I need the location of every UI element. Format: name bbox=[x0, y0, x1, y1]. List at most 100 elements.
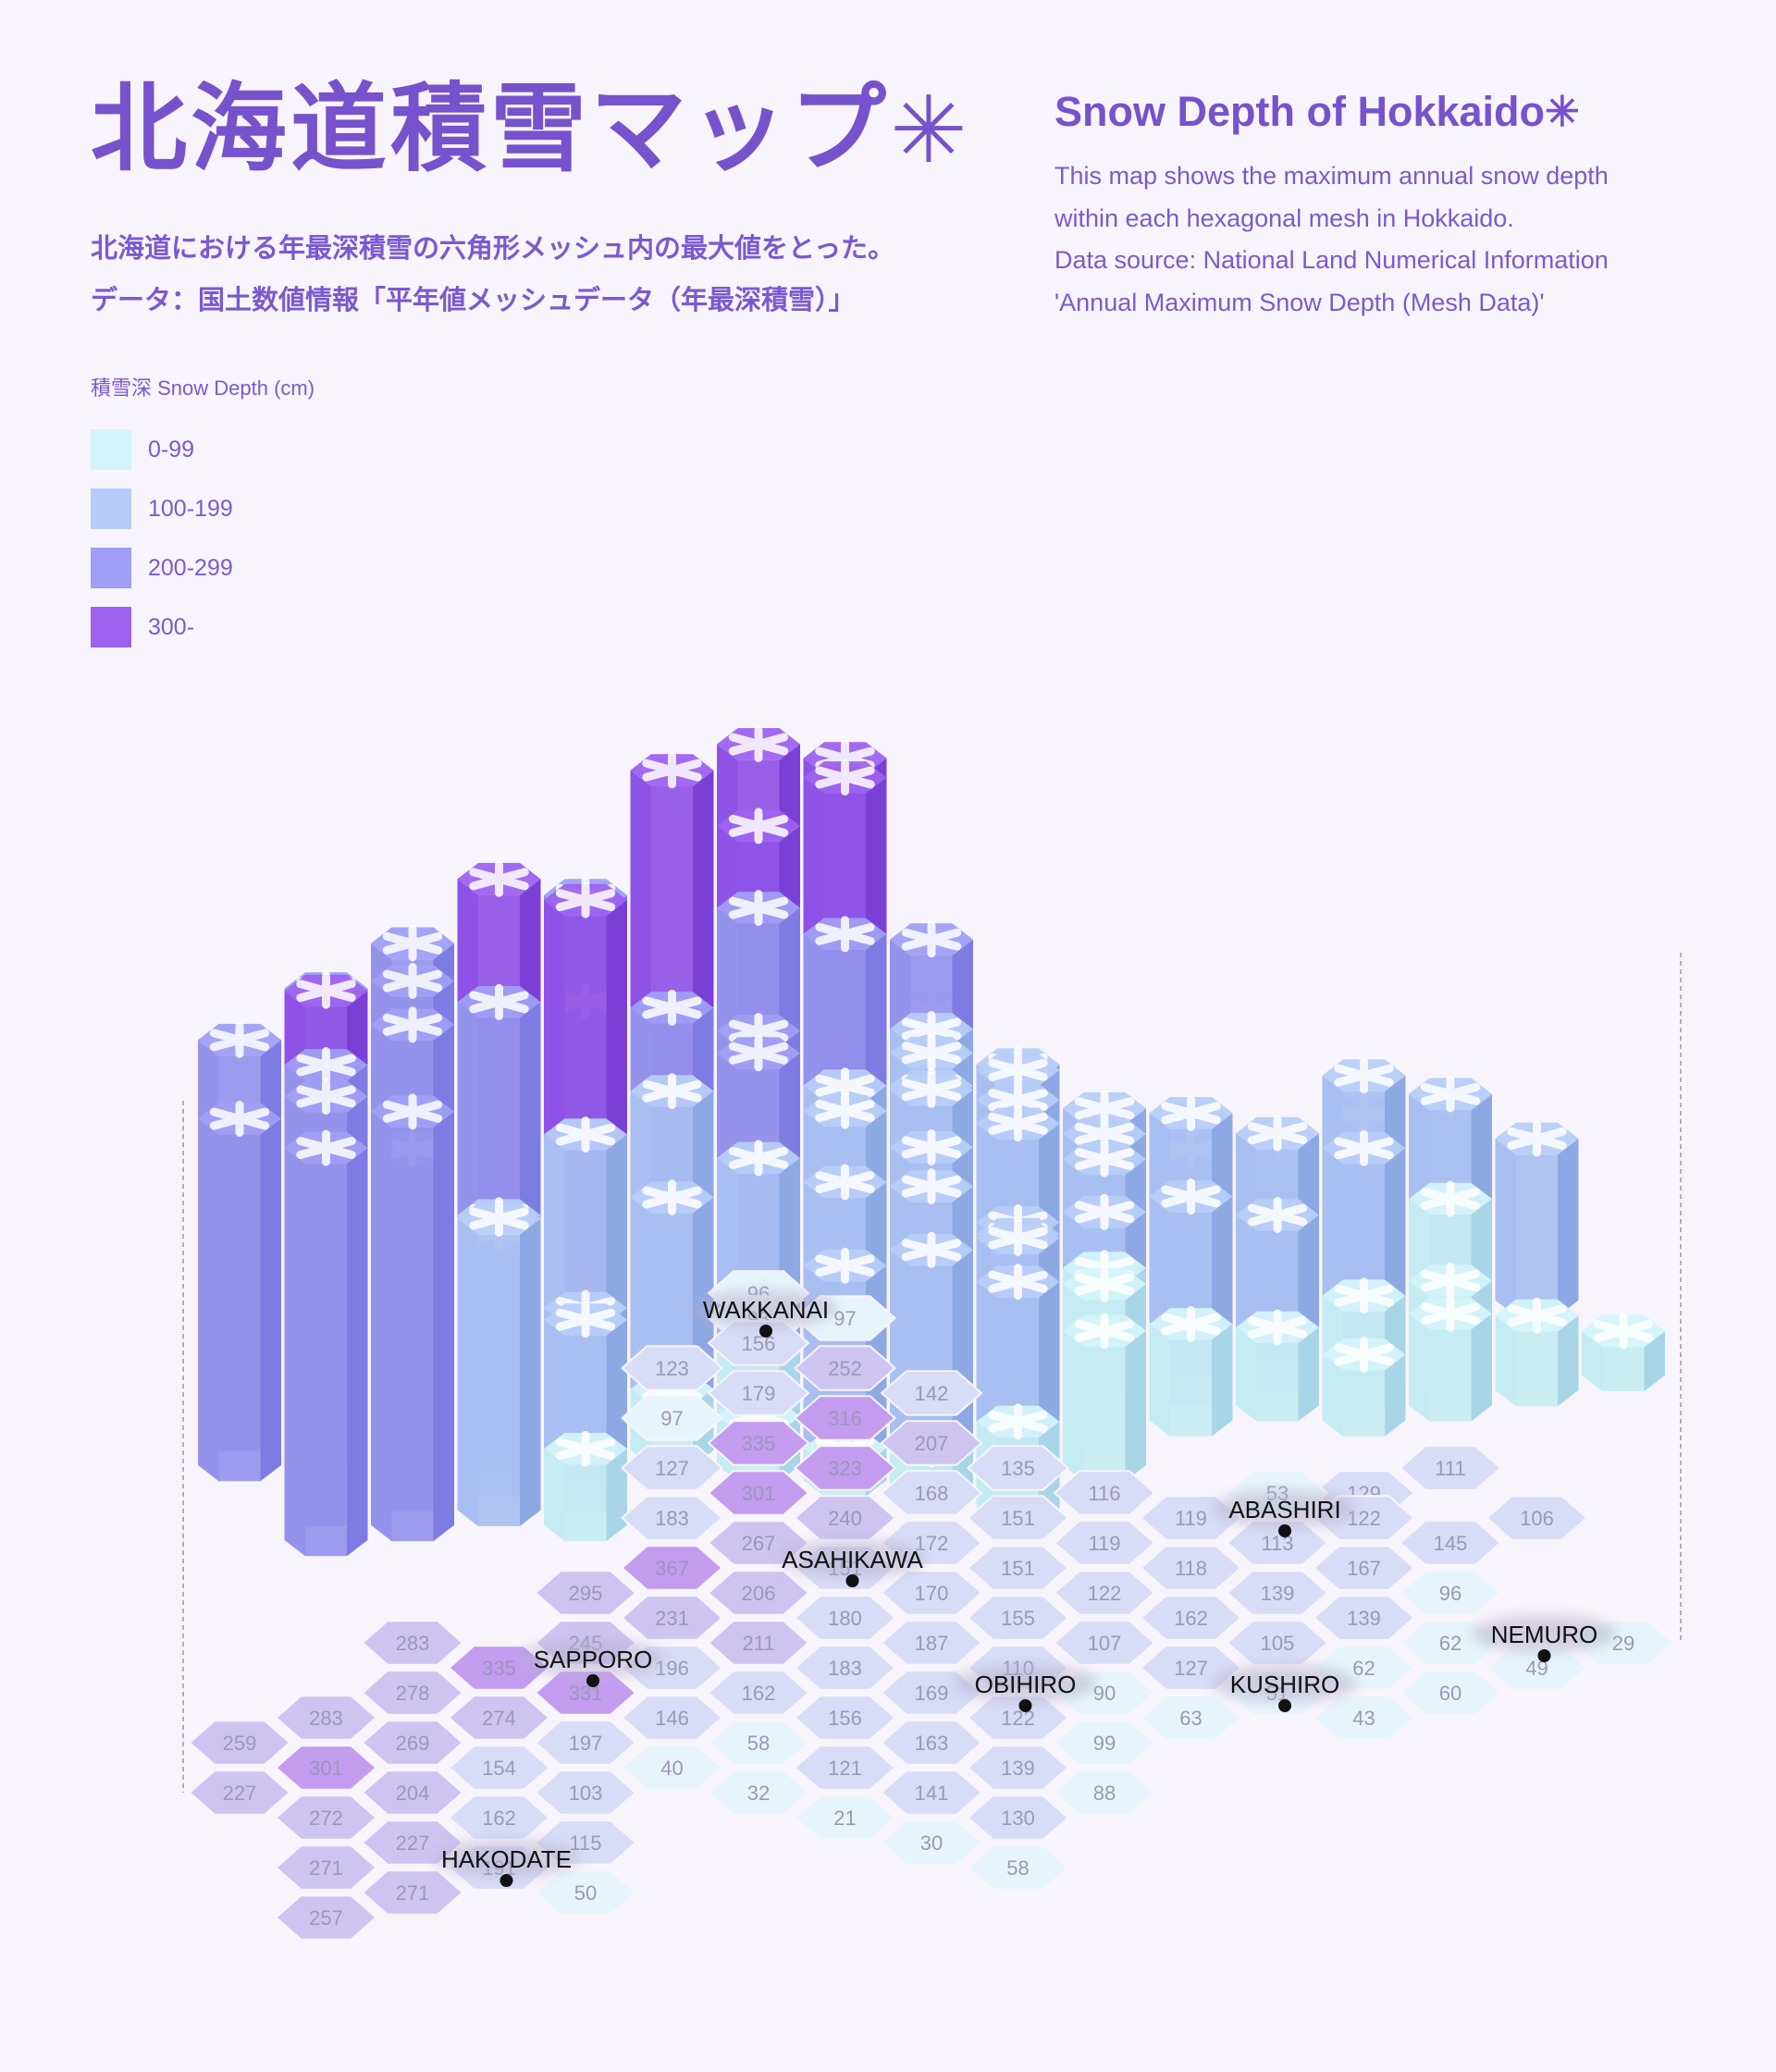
hex-cell bbox=[274, 1745, 378, 1791]
hex-value-label: 154 bbox=[482, 1757, 516, 1780]
legend-swatch bbox=[91, 429, 131, 470]
column-side bbox=[1471, 1314, 1492, 1422]
hex-value-label: 271 bbox=[396, 1881, 430, 1905]
snowflake-icon bbox=[1074, 1313, 1135, 1350]
snowflake-stroke bbox=[901, 1018, 962, 1041]
hex-cell bbox=[793, 1595, 897, 1641]
city-label-shadow bbox=[953, 1665, 1098, 1702]
column-side bbox=[1602, 1347, 1645, 1392]
snowflake-icon: ✳ bbox=[1545, 88, 1580, 135]
snowflake-icon bbox=[1247, 1197, 1308, 1233]
snowflake-stroke bbox=[382, 931, 443, 955]
hex-value-label: 240 bbox=[828, 1507, 862, 1530]
legend: 積雪深 Snow Depth (cm) 0-99 100-199 200-299… bbox=[91, 372, 314, 666]
hex-cell bbox=[966, 1794, 1070, 1841]
snowflake-stroke bbox=[728, 1019, 789, 1042]
hex-value-label: 167 bbox=[1347, 1557, 1381, 1580]
column-side bbox=[347, 1148, 368, 1557]
legend-label: 0-99 bbox=[148, 436, 195, 462]
snowflake-icon bbox=[1507, 1297, 1567, 1334]
snowflake-icon bbox=[1420, 1295, 1481, 1332]
column-side bbox=[1083, 1347, 1126, 1482]
hex-value-label: 123 bbox=[655, 1357, 689, 1380]
snowflake-icon bbox=[296, 1078, 356, 1115]
snowflake-stroke bbox=[1420, 1302, 1481, 1326]
hex-value-label: 21 bbox=[833, 1807, 856, 1830]
hex-cell bbox=[966, 1745, 1070, 1791]
snowflake-stroke bbox=[642, 758, 702, 782]
hex-value-label: 269 bbox=[396, 1732, 430, 1755]
hex-cell bbox=[1485, 1495, 1589, 1541]
snowflake-stroke bbox=[815, 1100, 875, 1122]
hex-value-label: 97 bbox=[660, 1407, 683, 1430]
snowflake-stroke bbox=[469, 1207, 529, 1230]
hex-cell bbox=[707, 1670, 810, 1716]
snowflake-stroke bbox=[642, 1186, 702, 1209]
snowflake-icon bbox=[382, 1006, 443, 1043]
snowflake-stroke bbox=[1420, 1082, 1481, 1105]
column-side bbox=[1256, 1343, 1299, 1422]
hex-cell bbox=[1053, 1770, 1156, 1816]
hex-value-label: 50 bbox=[574, 1881, 597, 1905]
column-side bbox=[305, 1164, 347, 1557]
hex-cell bbox=[793, 1695, 897, 1741]
hex-value-label: 259 bbox=[223, 1732, 257, 1755]
snowflake-stroke bbox=[209, 1107, 270, 1130]
hex-value-label: 301 bbox=[742, 1482, 776, 1505]
snowflake-icon bbox=[1420, 1076, 1481, 1113]
column-side bbox=[606, 1449, 627, 1542]
city-label-shadow bbox=[694, 1290, 838, 1327]
hex-value-label: 169 bbox=[915, 1682, 949, 1705]
snowflake-stroke bbox=[1074, 1148, 1135, 1171]
description-jp: 北海道における年最深積雪の六角形メッシュ内の最大値をとった。 データ：国土数値情… bbox=[91, 222, 894, 326]
snowflake-icon bbox=[296, 972, 356, 1009]
hex-value-label: 111 bbox=[1435, 1457, 1465, 1480]
hex-value-label: 204 bbox=[396, 1782, 430, 1805]
snowflake-stroke bbox=[988, 1270, 1048, 1293]
snowflake-stroke bbox=[815, 1074, 875, 1097]
hex-cell bbox=[793, 1745, 897, 1791]
hex-cell bbox=[880, 1420, 983, 1466]
hex-cell bbox=[274, 1894, 378, 1941]
snowflake-icon bbox=[1074, 1193, 1135, 1230]
snowflake-stroke bbox=[988, 1058, 1048, 1081]
hex-value-label: 135 bbox=[1001, 1457, 1035, 1480]
column-side bbox=[1212, 1324, 1233, 1437]
snowflake-stroke bbox=[901, 1079, 962, 1102]
snowflake-icon bbox=[1161, 1306, 1221, 1342]
snowflake-icon bbox=[1507, 1120, 1567, 1157]
hex-value-label: 118 bbox=[1175, 1557, 1207, 1580]
hex-value-label: 162 bbox=[482, 1807, 516, 1830]
hex-value-label: 122 bbox=[1088, 1582, 1122, 1605]
hex-cell bbox=[966, 1495, 1070, 1541]
hex-value-label: 170 bbox=[915, 1582, 949, 1605]
isometric-3d-map bbox=[198, 726, 1665, 1557]
hex-value-label: 257 bbox=[309, 1906, 343, 1930]
snowflake-icon bbox=[382, 925, 443, 962]
hex-value-label: 180 bbox=[828, 1607, 862, 1630]
snowflake-stroke bbox=[1074, 1273, 1135, 1296]
legend-label: 100-199 bbox=[148, 495, 233, 522]
hex-value-label: 106 bbox=[1520, 1507, 1554, 1530]
snowflake-icon bbox=[988, 1105, 1048, 1142]
column-side bbox=[260, 1118, 281, 1482]
city-label: WAKKANAI bbox=[703, 1296, 829, 1324]
snowflake-icon bbox=[1074, 1141, 1135, 1178]
snowflake-icon bbox=[988, 1052, 1048, 1089]
hex-cell bbox=[880, 1620, 983, 1666]
snowflake-stroke bbox=[728, 814, 789, 837]
snowflake-stroke bbox=[901, 1239, 962, 1262]
snowflake-stroke bbox=[1161, 1313, 1221, 1336]
column-side bbox=[564, 1464, 607, 1542]
hex-cell bbox=[620, 1495, 724, 1541]
city-label: HAKODATE bbox=[441, 1845, 572, 1873]
hex-value-label: 127 bbox=[1174, 1657, 1208, 1680]
city-label-shadow bbox=[1213, 1490, 1357, 1527]
column-side bbox=[1644, 1331, 1665, 1392]
hex-value-label: 151 bbox=[1001, 1507, 1035, 1530]
city-dot bbox=[586, 1674, 599, 1687]
hex-value-label: 30 bbox=[920, 1832, 943, 1855]
snowflake-stroke bbox=[1334, 1137, 1394, 1160]
hex-cell bbox=[1399, 1445, 1502, 1491]
hex-cell bbox=[620, 1695, 724, 1741]
